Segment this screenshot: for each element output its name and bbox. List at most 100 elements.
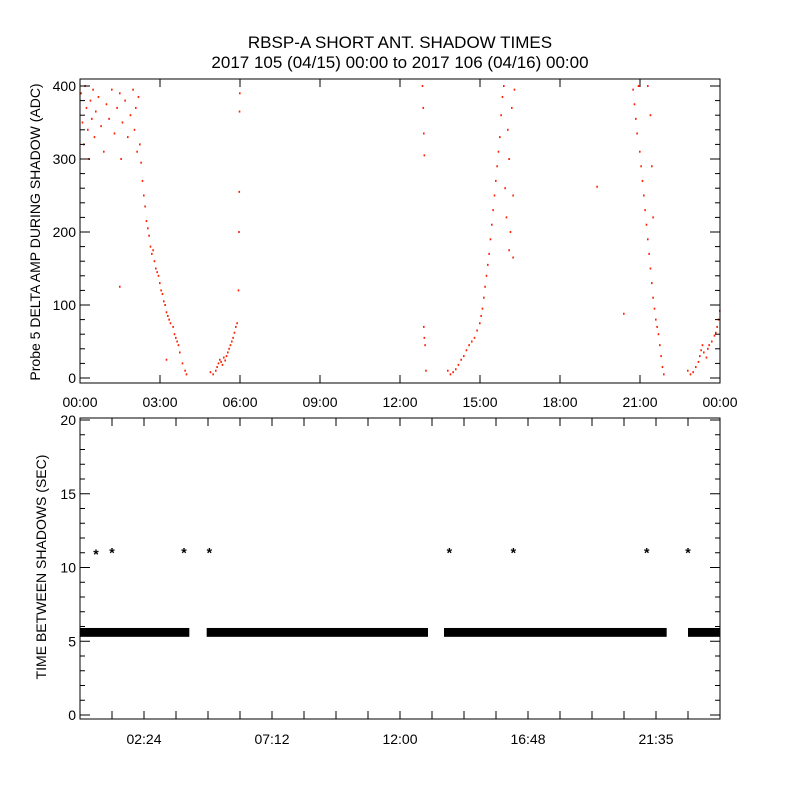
asterisk-point: *	[511, 544, 517, 560]
x-tick-label: 00:00	[702, 394, 737, 410]
y-tick-label: 0	[68, 370, 76, 386]
data-point	[167, 314, 169, 317]
data-point	[156, 271, 158, 274]
data-point	[168, 318, 170, 321]
data-point	[225, 355, 228, 358]
data-point	[711, 340, 713, 343]
data-point	[137, 95, 140, 98]
data-point	[452, 371, 454, 374]
data-point	[508, 158, 510, 160]
data-point	[153, 260, 156, 263]
data-point	[424, 344, 426, 347]
data-point	[652, 296, 654, 299]
data-point	[511, 106, 513, 109]
data-point	[703, 351, 705, 354]
data-point	[447, 369, 449, 372]
data-point	[460, 358, 462, 361]
data-point	[716, 325, 718, 328]
data-point	[505, 216, 508, 219]
data-point	[136, 150, 138, 153]
data-point	[425, 369, 427, 372]
data-point	[89, 99, 92, 102]
data-point	[491, 223, 493, 226]
data-point	[643, 194, 645, 197]
data-point	[144, 205, 146, 208]
data-point	[493, 194, 496, 197]
y-tick-label: 5	[68, 633, 76, 649]
plot-frame	[79, 417, 721, 720]
data-point	[145, 220, 148, 223]
data-point	[228, 347, 230, 350]
data-point	[92, 88, 94, 91]
data-point	[121, 121, 124, 124]
data-point	[687, 369, 689, 372]
x-tick-label: 09:00	[302, 394, 337, 410]
data-point	[97, 95, 100, 98]
x-tick-label: 18:00	[542, 394, 577, 410]
y-tick-label: 0	[68, 707, 76, 723]
dense-asterisk-run	[206, 627, 428, 637]
data-point	[236, 322, 238, 325]
dense-asterisk-run	[444, 627, 667, 637]
x-tick-label: 03:00	[142, 394, 177, 410]
data-point	[148, 234, 150, 237]
data-point	[649, 114, 652, 117]
data-point	[124, 99, 126, 102]
data-point	[632, 88, 634, 91]
data-point	[229, 344, 232, 347]
data-point	[495, 179, 497, 182]
data-point	[132, 88, 134, 91]
data-point	[119, 92, 121, 95]
y-tick-label: 15	[60, 486, 76, 502]
x-tick-label: 15:00	[462, 394, 497, 410]
data-point	[701, 344, 704, 347]
data-point	[508, 249, 510, 252]
chart-title: RBSP-A SHORT ANT. SHADOW TIMES	[248, 33, 552, 52]
data-point	[135, 106, 137, 109]
data-point	[129, 114, 132, 117]
data-point	[715, 331, 717, 334]
data-point	[499, 136, 501, 139]
data-point	[175, 336, 177, 339]
data-point	[165, 358, 168, 361]
x-tick-label: 02:24	[126, 731, 161, 747]
data-point	[509, 231, 512, 233]
data-point	[159, 282, 161, 285]
top-panel-amplitude: 00:00 03:00 06:00 09:00 12:00 15:00 18:00 21:00…	[53, 78, 738, 410]
data-point	[496, 165, 498, 168]
data-point	[422, 106, 425, 109]
x-tick-label: 06:00	[222, 394, 257, 410]
data-point	[485, 274, 488, 277]
data-point	[501, 95, 504, 98]
data-point	[105, 103, 108, 106]
data-point	[648, 252, 650, 255]
data-point	[484, 285, 486, 288]
data-point	[623, 312, 625, 315]
data-point	[120, 158, 122, 160]
data-point	[177, 344, 180, 347]
data-point	[689, 373, 692, 376]
data-point	[481, 307, 484, 310]
data-point	[659, 344, 661, 347]
data-point	[476, 329, 478, 332]
asterisk-point: *	[644, 544, 650, 560]
data-point	[127, 136, 129, 139]
data-point	[697, 360, 700, 363]
data-point	[692, 371, 694, 374]
data-point	[108, 117, 110, 120]
data-point	[140, 161, 142, 164]
data-point	[119, 285, 121, 288]
data-point	[423, 132, 425, 135]
data-point	[239, 92, 241, 95]
x-tick-label: 12:00	[382, 394, 417, 410]
data-point	[165, 311, 168, 314]
data-point	[649, 267, 652, 270]
y-tick-label: 200	[53, 224, 77, 240]
data-point	[91, 117, 93, 120]
data-point	[116, 106, 118, 109]
data-point	[663, 373, 665, 376]
data-point	[421, 85, 424, 87]
data-point	[235, 325, 237, 328]
data-point	[238, 190, 241, 193]
data-point	[463, 355, 465, 358]
